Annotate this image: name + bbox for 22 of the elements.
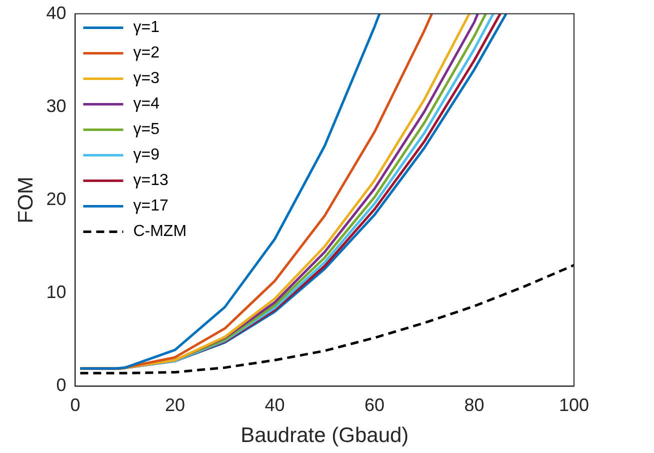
y-tick-label: 0: [56, 375, 66, 396]
legend-label: γ=4: [133, 96, 160, 113]
legend-label: γ=13: [133, 172, 168, 190]
legend-label: γ=5: [133, 121, 160, 138]
x-tick-label: 20: [164, 394, 185, 415]
legend-label: γ=3: [133, 70, 160, 88]
x-tick-label: 60: [364, 394, 385, 415]
legend-label: γ=2: [133, 44, 160, 62]
x-tick-label: 40: [264, 394, 285, 415]
x-tick-label: 80: [464, 394, 484, 415]
y-tick-label: 20: [46, 188, 66, 209]
x-tick-label: 0: [70, 394, 80, 415]
legend-label: C-MZM: [133, 223, 187, 240]
y-tick-label: 30: [46, 96, 66, 116]
x-tick-label: 100: [558, 394, 590, 415]
y-tick-label: 40: [46, 2, 66, 23]
y-tick-label: 10: [46, 282, 66, 302]
y-axis-title: FOM: [14, 176, 38, 224]
x-axis-title: Baudrate (Gbaud): [240, 424, 409, 448]
legend-label: γ=17: [133, 198, 168, 215]
legend-label: γ=9: [133, 146, 160, 164]
legend-label: γ=1: [133, 19, 160, 36]
